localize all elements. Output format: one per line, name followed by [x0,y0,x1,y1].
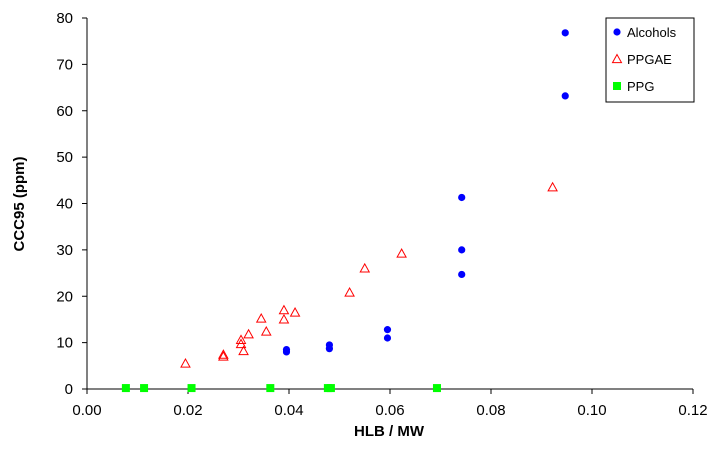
y-tick-label: 60 [56,103,73,120]
ppgae-point [255,312,267,323]
alcohols-point [561,29,569,37]
ppgae-point [359,262,371,273]
ppgae-point [278,313,290,324]
alcohols-point [383,326,392,334]
x-tick-label: 0.00 [72,402,101,419]
ppg-point [326,384,335,393]
ppgae-point [180,357,191,368]
x-tick-label: 0.12 [678,402,707,419]
ticks: 0.00 0.02 0.04 0.06 0.08 0.10 0.12 0 10 20 30 40 50 6… [56,10,707,419]
ppg-point [187,384,196,393]
alcohols-point [383,334,392,342]
ppgae-point [278,304,290,315]
ppg-point [140,384,149,393]
alcohols-point [325,341,333,349]
data-marks [121,29,569,393]
y-tick-label: 80 [56,10,73,27]
alcohols-point [458,193,466,202]
y-tick-label: 30 [56,242,73,259]
legend: Alcohols PPGAE PPG [605,17,695,103]
ppgae-point [260,325,272,336]
legend-marker-alcohols [613,28,621,36]
y-tick-label: 20 [56,288,73,305]
x-tick-label: 0.10 [577,402,606,419]
ppgae-point [289,306,301,317]
ppgae-point [243,328,254,339]
legend-items: Alcohols PPGAE PPG [611,25,677,94]
x-tick-label: 0.04 [274,402,303,419]
axes [86,18,693,390]
y-tick-label: 50 [56,149,73,166]
ppg-point [266,384,275,393]
y-tick-label: 40 [56,196,73,213]
x-tick-label: 0.08 [476,402,505,419]
legend-label-ppgae: PPGAE [627,52,672,67]
ppgae-point [235,334,247,344]
ppg-point [432,384,441,393]
legend-label-alcohols: Alcohols [627,25,677,40]
ppgae-point [547,181,558,192]
ppgae-point [218,351,229,361]
alcohols-point [458,246,466,254]
alcohols-point [282,345,291,354]
alcohols-point [458,270,466,279]
legend-label-ppg: PPG [627,79,654,94]
y-tick-label: 0 [65,381,73,398]
legend-marker-ppg [613,82,621,90]
y-tick-label: 70 [56,56,73,73]
ppgae-point [238,345,249,356]
legend-marker-ppgae [611,53,623,64]
alcohols-point [561,92,569,100]
ppgae-point [396,248,407,258]
y-tick-label: 10 [56,335,73,352]
ppgae-point [344,287,355,297]
ppgae-point [218,349,229,359]
x-axis-title: HLB / MW [354,423,425,440]
ppg-point [121,384,130,393]
y-axis-title: CCC95 (ppm) [11,156,28,251]
x-tick-label: 0.02 [173,402,202,419]
x-tick-label: 0.06 [375,402,404,419]
